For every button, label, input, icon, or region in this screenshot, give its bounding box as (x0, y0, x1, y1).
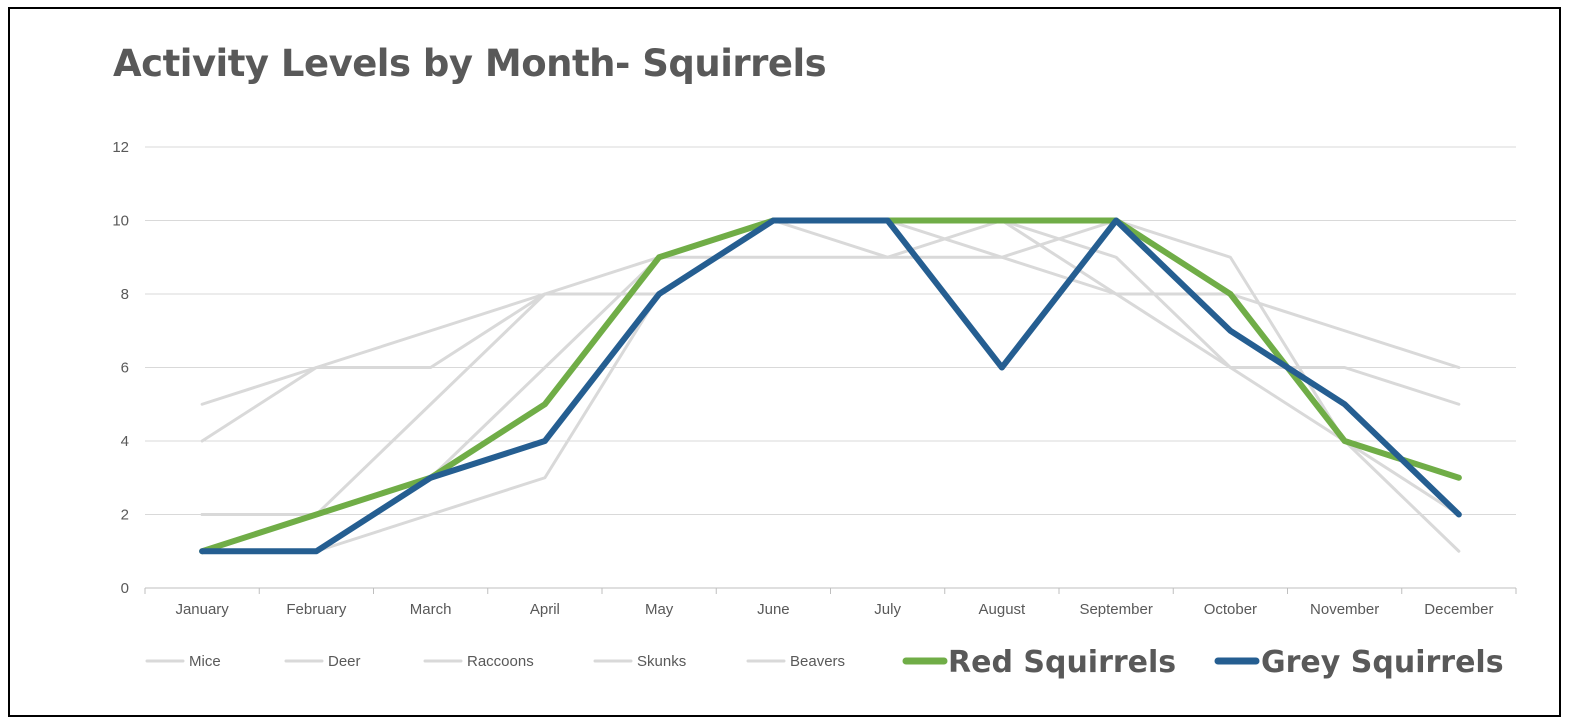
legend-label-mice: Mice (189, 653, 221, 670)
x-tick-label-march: March (410, 601, 452, 618)
x-tick-label-may: May (645, 601, 674, 618)
legend-label-beavers: Beavers (790, 653, 845, 670)
x-tick-label-november: November (1310, 601, 1379, 618)
series-line-raccoons (200, 219, 1461, 516)
legend-label-deer: Deer (328, 653, 361, 670)
legend-label-raccoons: Raccoons (467, 653, 534, 670)
legend-label-skunks: Skunks (637, 653, 686, 670)
x-tick-label-august: August (979, 601, 1027, 618)
x-tick-label-september: September (1079, 601, 1152, 618)
y-tick-label-10: 10 (112, 213, 129, 230)
series-line-grey-squirrels (199, 217, 1462, 555)
x-tick-label-july: July (874, 601, 901, 618)
x-tick-label-december: December (1424, 601, 1493, 618)
chart-frame (8, 7, 1561, 717)
series-line-mice (200, 219, 1461, 406)
legend-label-grey-squirrels: Grey Squirrels (1261, 645, 1504, 680)
y-tick-label-12: 12 (112, 139, 129, 156)
x-tick-label-february: February (286, 601, 347, 618)
x-tick-label-october: October (1204, 601, 1257, 618)
legend-label-red-squirrels: Red Squirrels (948, 645, 1176, 680)
x-tick-label-january: January (175, 601, 229, 618)
y-tick-label-4: 4 (121, 433, 129, 450)
y-tick-label-0: 0 (121, 580, 129, 597)
chart-title: Activity Levels by Month- Squirrels (113, 42, 827, 85)
y-tick-label-6: 6 (121, 360, 129, 377)
y-tick-label-8: 8 (121, 286, 129, 303)
y-tick-label-2: 2 (121, 507, 129, 524)
x-tick-label-june: June (757, 601, 790, 618)
x-tick-label-april: April (530, 601, 560, 618)
series-line-deer (200, 255, 1461, 443)
